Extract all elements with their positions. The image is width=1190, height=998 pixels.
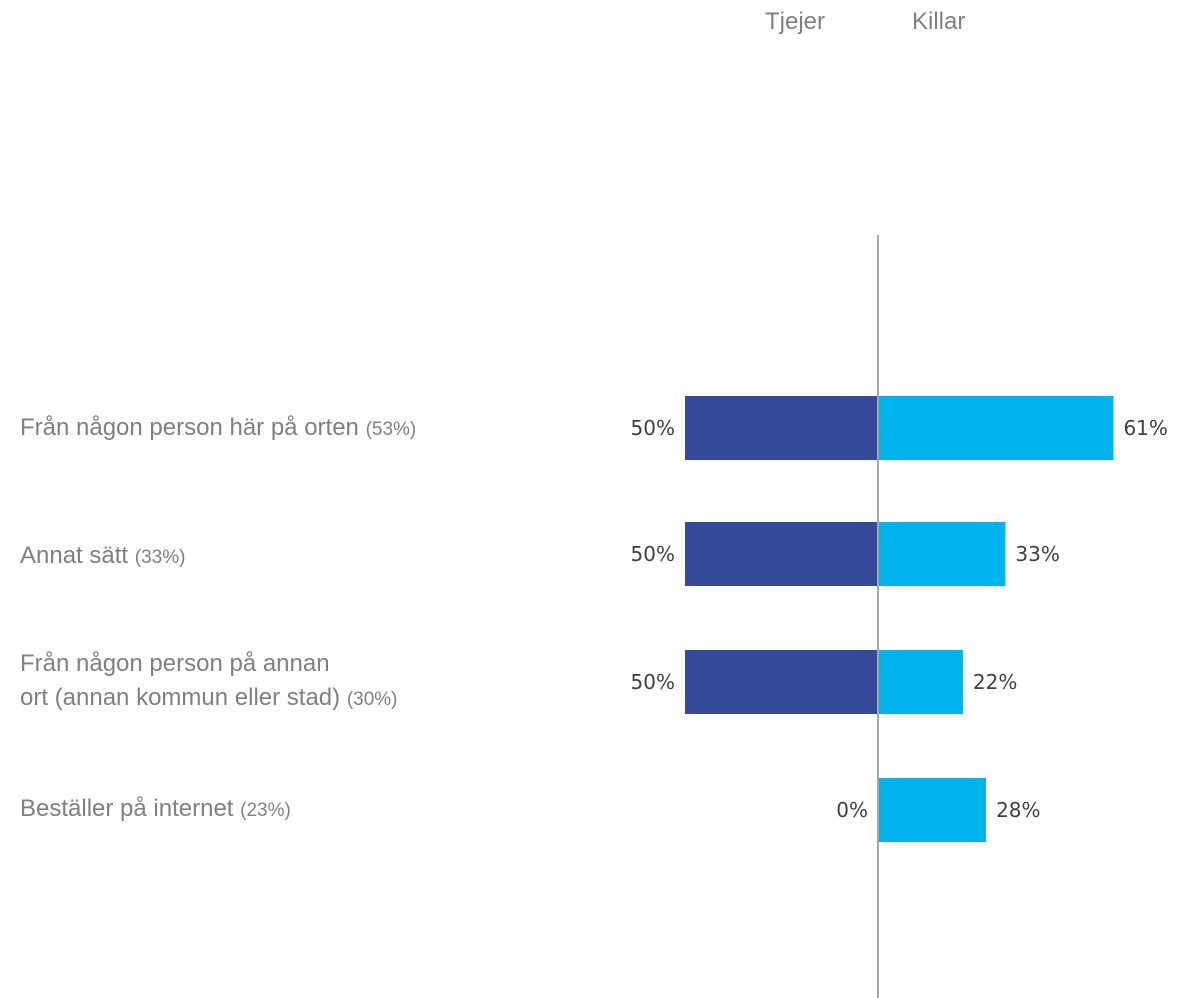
value-label-tjejer-4: 0% <box>836 798 868 822</box>
category-label-1: Från någon person här på orten (53%) <box>20 411 416 447</box>
category-text: Annat sätt <box>20 542 129 569</box>
value-label-tjejer-2: 50% <box>631 542 675 566</box>
value-label-killar-2: 33% <box>1015 542 1059 566</box>
category-total: (23%) <box>240 800 291 821</box>
bar-killar-1 <box>878 396 1114 460</box>
category-text-line-1: Från någon person på annan <box>20 650 330 677</box>
value-label-killar-4: 28% <box>996 798 1040 822</box>
category-label-3: Från någon person på annan ort (annan ko… <box>20 647 398 717</box>
legend-killar: Killar <box>912 8 966 35</box>
category-total: (53%) <box>365 419 417 440</box>
value-label-tjejer-1: 50% <box>631 416 675 440</box>
value-label-tjejer-3: 50% <box>631 670 675 694</box>
category-total: (33%) <box>134 547 186 568</box>
category-text: Från någon person här på orten <box>20 414 359 441</box>
bar-killar-2 <box>878 522 1006 586</box>
bar-tjejer-1 <box>685 396 878 460</box>
bar-tjejer-2 <box>685 522 878 586</box>
legend-tjejer: Tjejer <box>765 8 826 35</box>
value-label-killar-3: 22% <box>973 670 1017 694</box>
category-text: Beställer på internet <box>20 795 234 822</box>
bar-tjejer-3 <box>685 650 878 714</box>
bar-killar-3 <box>878 650 963 714</box>
bar-killar-4 <box>878 778 987 842</box>
category-label-2: Annat sätt (33%) <box>20 539 185 575</box>
category-text-line-2: ort (annan kommun eller stad) <box>20 684 341 711</box>
category-total: (30%) <box>346 689 398 710</box>
value-label-killar-1: 61% <box>1123 416 1167 440</box>
category-label-4: Beställer på internet (23%) <box>20 792 291 828</box>
